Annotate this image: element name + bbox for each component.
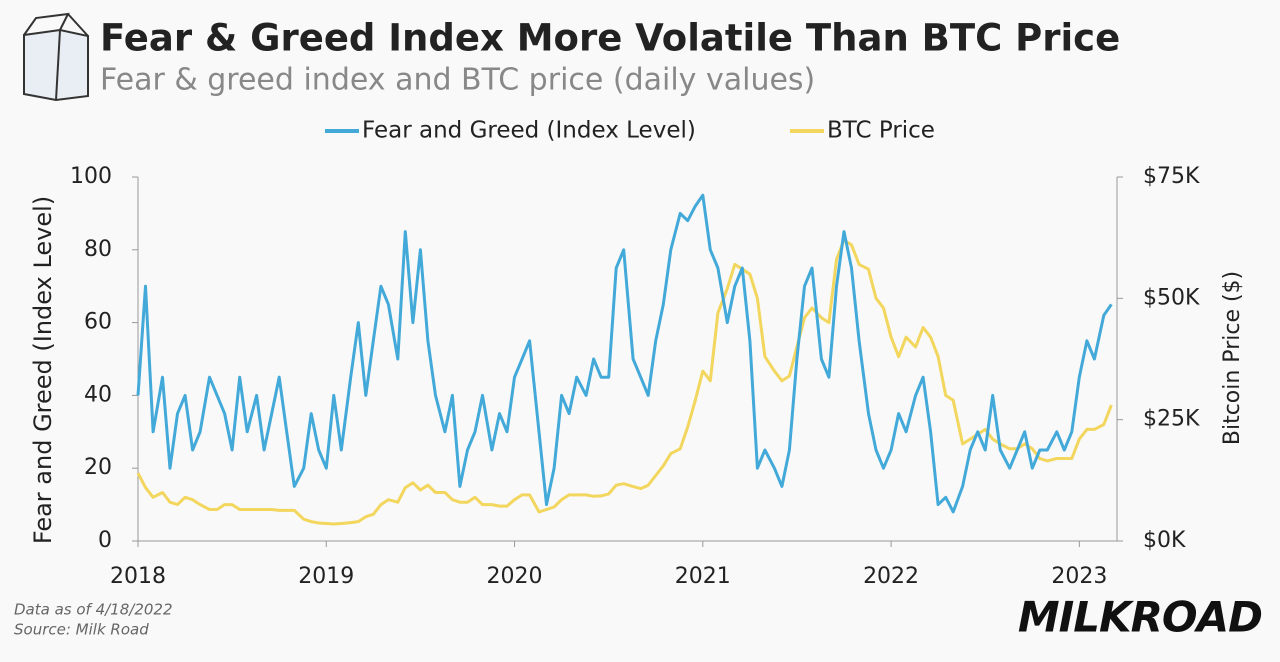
x-tick-label: 2018	[110, 564, 166, 589]
y2-tick-label: $50K	[1143, 285, 1200, 310]
title: Fear & Greed Index More Volatile Than BT…	[100, 17, 1120, 60]
legend-label: BTC Price	[827, 118, 935, 144]
y2-tick-label: $75K	[1143, 164, 1200, 189]
y-tick-label: 0	[98, 528, 112, 553]
series-line	[136, 238, 1113, 526]
note: Data as of 4/18/2022	[14, 601, 173, 619]
y2-tick-label: $25K	[1143, 407, 1200, 432]
brand-logo: MILKROAD	[1018, 593, 1262, 642]
y-tick-label: 100	[70, 164, 112, 189]
x-tick-label: 2021	[675, 564, 731, 589]
y2-axis-label: Bitcoin Price ($)	[1220, 271, 1245, 445]
note: Source: Milk Road	[14, 621, 149, 639]
logo-carton	[23, 12, 89, 102]
series-line	[136, 193, 1113, 514]
legend-label: Fear and Greed (Index Level)	[362, 118, 696, 144]
x-tick-label: 2020	[487, 564, 543, 589]
x-tick-label: 2019	[298, 564, 354, 589]
x-tick-label: 2023	[1051, 564, 1107, 589]
x-tick-label: 2022	[863, 564, 919, 589]
y-tick-label: 40	[84, 382, 112, 407]
y-tick-label: 60	[84, 310, 112, 335]
y2-tick-label: $0K	[1143, 528, 1186, 553]
y-tick-label: 80	[84, 237, 112, 262]
y-axis-label: Fear and Greed (Index Level)	[29, 196, 57, 544]
subtitle: Fear & greed index and BTC price (daily …	[100, 63, 815, 98]
y-tick-label: 20	[84, 455, 112, 480]
